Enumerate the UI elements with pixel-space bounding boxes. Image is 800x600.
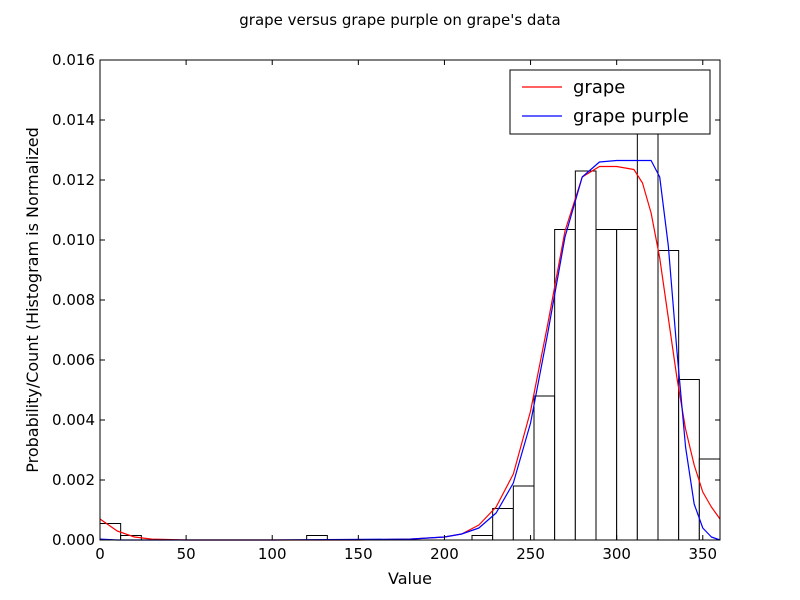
histogram-bar (657, 250, 680, 541)
x-tick-label: 0 (95, 545, 105, 563)
legend-label: grape (573, 77, 625, 98)
y-tick-label: 0.000 (52, 531, 95, 549)
y-tick-label: 0.008 (52, 291, 95, 309)
histogram-bar (595, 229, 618, 541)
y-tick-label: 0.010 (52, 231, 95, 249)
x-tick-label: 300 (602, 545, 631, 563)
histogram-bar (616, 229, 638, 541)
x-tick-label: 50 (177, 545, 196, 563)
x-axis-label: Value (388, 569, 432, 588)
histogram-bar (512, 485, 535, 541)
histogram-bar (574, 170, 597, 541)
histogram-bars (99, 128, 721, 541)
x-tick-label: 250 (516, 545, 545, 563)
legend-box (509, 69, 711, 135)
y-tick-label: 0.004 (52, 411, 95, 429)
x-axis: 0 50 100 150 200 250 300 350 (95, 60, 717, 563)
y-axis-label: Probability/Count (Histogram is Normaliz… (23, 127, 42, 473)
x-tick-label: 150 (344, 545, 373, 563)
y-tick-label: 0.006 (52, 351, 95, 369)
y-tick-label: 0.014 (52, 111, 95, 129)
histogram-bar (471, 535, 494, 541)
histogram-bar (636, 128, 659, 541)
legend-label: grape purple (573, 106, 689, 127)
chart-title: grape versus grape purple on grape's dat… (239, 11, 560, 29)
legend: grape grape purple (509, 69, 711, 135)
x-tick-label: 200 (430, 545, 459, 563)
y-tick-label: 0.002 (52, 471, 95, 489)
y-axis: 0.000 0.002 0.004 0.006 0.008 0.010 0.012 0.014… (52, 51, 720, 549)
y-tick-label: 0.012 (52, 171, 95, 189)
y-tick-label: 0.016 (52, 51, 95, 69)
x-tick-label: 100 (258, 545, 287, 563)
histogram-bar (533, 395, 556, 541)
x-tick-label: 350 (688, 545, 717, 563)
